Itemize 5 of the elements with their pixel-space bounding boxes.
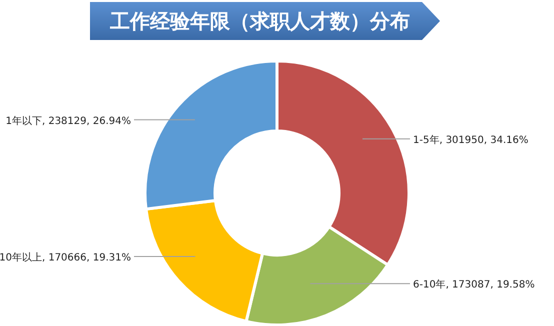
slice-label: 1年以下, 238129, 26.94% xyxy=(6,114,131,127)
slice-label: 6-10年, 173087, 19.58% xyxy=(413,278,535,291)
slice-label: 10年以上, 170666, 19.31% xyxy=(0,252,131,264)
slice-label: 1-5年, 301950, 34.16% xyxy=(413,134,528,146)
chart-title: 工作经验年限（求职人才数）分布 xyxy=(109,8,411,35)
